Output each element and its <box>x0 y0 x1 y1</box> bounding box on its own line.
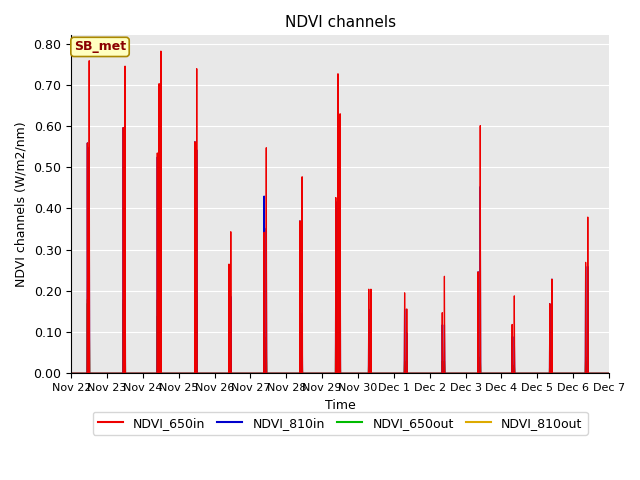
NDVI_650in <box>534 371 541 376</box>
NDVI_810in <box>84 371 92 376</box>
NDVI_650out <box>126 371 134 376</box>
NDVI_810in <box>196 371 204 376</box>
NDVI_810out <box>605 371 612 376</box>
NDVI_810in <box>534 371 541 376</box>
NDVI_810in <box>186 371 193 376</box>
NDVI_650out <box>84 371 92 376</box>
X-axis label: Time: Time <box>324 398 355 412</box>
NDVI_650out <box>605 371 612 376</box>
NDVI_650in <box>126 371 134 376</box>
Line: NDVI_650out: NDVI_650out <box>71 298 609 373</box>
NDVI_810out <box>534 371 541 376</box>
NDVI_650in <box>84 371 92 376</box>
NDVI_650in <box>605 371 612 376</box>
NDVI_810in <box>352 371 360 376</box>
NDVI_650in <box>352 371 360 376</box>
NDVI_650in <box>67 371 75 376</box>
NDVI_810out <box>352 371 360 376</box>
NDVI_810in <box>605 371 612 376</box>
NDVI_650in <box>186 371 193 376</box>
Line: NDVI_650in: NDVI_650in <box>71 51 609 373</box>
NDVI_810out <box>196 371 204 376</box>
NDVI_650out <box>67 371 75 376</box>
NDVI_650out <box>196 371 204 376</box>
NDVI_650out <box>334 295 342 300</box>
NDVI_810out <box>126 371 134 376</box>
NDVI_810out <box>157 293 164 299</box>
Line: NDVI_810in: NDVI_810in <box>71 128 609 373</box>
NDVI_650out <box>352 371 360 376</box>
NDVI_810in <box>67 371 75 376</box>
Title: NDVI channels: NDVI channels <box>285 15 396 30</box>
NDVI_650out <box>534 371 541 376</box>
NDVI_650in <box>196 371 204 376</box>
Y-axis label: NDVI channels (W/m2/nm): NDVI channels (W/m2/nm) <box>15 121 28 287</box>
NDVI_650out <box>186 371 193 376</box>
NDVI_810in <box>120 125 127 131</box>
NDVI_810out <box>67 371 75 376</box>
NDVI_810out <box>186 371 193 376</box>
NDVI_810in <box>126 371 134 376</box>
NDVI_810out <box>84 371 92 376</box>
Text: SB_met: SB_met <box>74 40 126 53</box>
Legend: NDVI_650in, NDVI_810in, NDVI_650out, NDVI_810out: NDVI_650in, NDVI_810in, NDVI_650out, NDV… <box>93 412 588 435</box>
NDVI_650in <box>157 48 164 54</box>
Line: NDVI_810out: NDVI_810out <box>71 296 609 373</box>
